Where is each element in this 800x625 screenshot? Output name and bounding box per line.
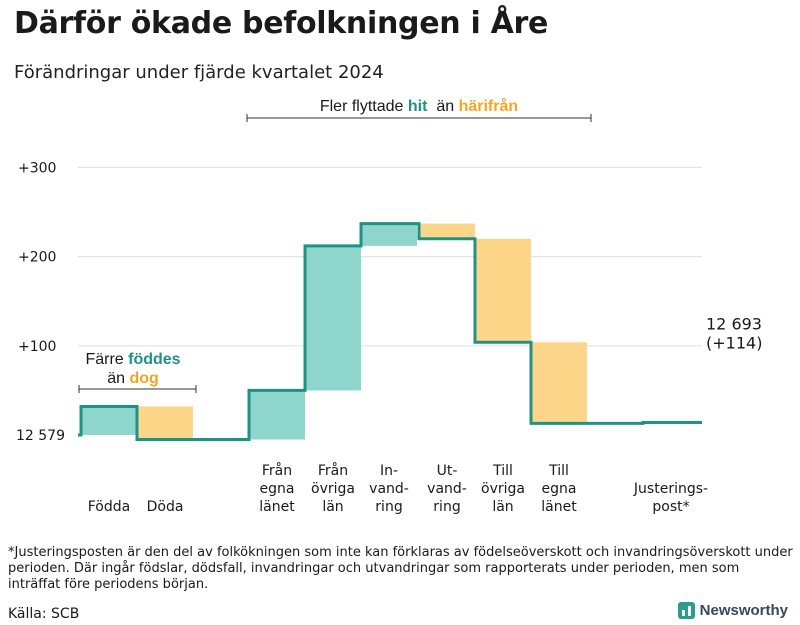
y-tick-label: +300 xyxy=(18,160,56,176)
y-tick-label: +200 xyxy=(18,250,56,266)
decrease-bar xyxy=(531,342,587,424)
category-label: Ut- xyxy=(437,463,458,479)
category-label: län xyxy=(492,499,513,515)
category-label: Justerings- xyxy=(633,481,708,497)
category-label: post* xyxy=(652,499,689,515)
category-label: länet xyxy=(259,499,295,515)
increase-bar xyxy=(361,223,417,246)
left-annotation-line2: än dog xyxy=(107,370,159,387)
category-label: ring xyxy=(375,499,402,515)
y-tick-label: +100 xyxy=(18,339,56,355)
footnote: *Justeringsposten är den del av folkökni… xyxy=(8,545,793,592)
increase-bar xyxy=(81,406,137,435)
bar-chart-icon xyxy=(677,602,695,619)
cumulative-step-line xyxy=(78,222,702,441)
category-label: Döda xyxy=(147,499,184,515)
category-label: Från xyxy=(262,462,292,479)
category-label: vand- xyxy=(427,481,467,497)
category-label: Födda xyxy=(88,499,130,515)
category-label: Från xyxy=(318,462,348,479)
chart-subtitle: Förändringar under fjärde kvartalet 2024 xyxy=(14,62,384,83)
top-annotation: Fler flyttade hit än härifrån xyxy=(320,97,518,115)
category-label: ring xyxy=(433,499,460,515)
end-value-label: 12 693 xyxy=(706,314,762,333)
start-value-label: 12 579 xyxy=(16,428,65,444)
category-label: övriga xyxy=(481,481,525,497)
newsworthy-logo: Newsworthy xyxy=(677,602,788,619)
category-label: länet xyxy=(541,499,577,515)
category-label: Till xyxy=(548,463,569,479)
category-label: Till xyxy=(492,463,513,479)
category-label: vand- xyxy=(369,481,409,497)
category-label: In- xyxy=(380,463,398,479)
source-label: Källa: SCB xyxy=(8,606,80,622)
decrease-bar xyxy=(137,406,193,440)
chart-title: Därför ökade befolkningen i Åre xyxy=(14,6,549,41)
category-label: egna xyxy=(542,481,577,497)
category-label: län xyxy=(322,499,343,515)
brand-name: Newsworthy xyxy=(699,602,788,619)
end-change-label: (+114) xyxy=(706,333,762,352)
left-annotation-line1: Färre föddes xyxy=(85,351,180,368)
category-label: övriga xyxy=(311,481,355,497)
waterfall-chart: +100 +200 +300 12 579 12 693(+114) Födda Döda F… xyxy=(16,97,762,515)
decrease-bar xyxy=(475,238,531,343)
category-label: egna xyxy=(260,481,295,497)
increase-bar xyxy=(305,245,361,391)
increase-bar xyxy=(249,390,305,440)
decrease-bar xyxy=(419,223,475,239)
